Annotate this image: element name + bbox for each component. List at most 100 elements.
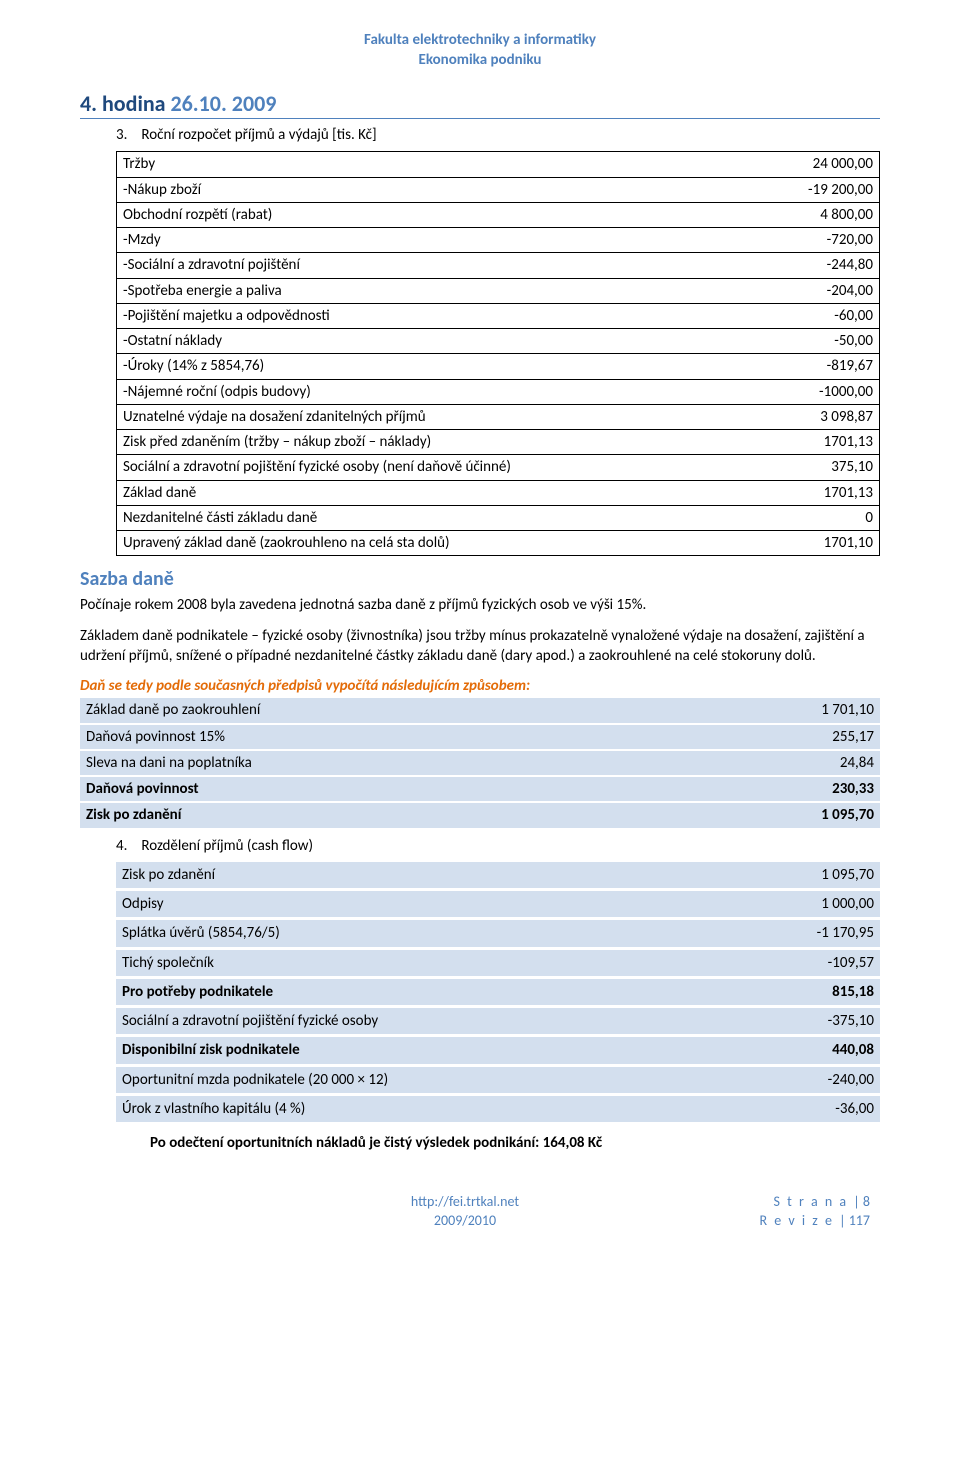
title-date: 26.10. 2009: [170, 90, 276, 117]
table-row: -Nájemné roční (odpis budovy)-1000,00: [117, 379, 880, 404]
table-row: Splátka úvěrů (5854,76/5)-1 170,95: [116, 919, 880, 948]
row-label: Úrok z vlastního kapitálu (4 %): [116, 1094, 740, 1123]
row-value: -50,00: [740, 329, 880, 354]
row-label: -Ostatní náklady: [117, 329, 740, 354]
row-label: Zisk po zdanění: [80, 802, 740, 828]
table-row: Úrok z vlastního kapitálu (4 %)-36,00: [116, 1094, 880, 1123]
table-row: -Mzdy-720,00: [117, 228, 880, 253]
table-row: Zisk před zdaněním (tržby – nákup zboží …: [117, 430, 880, 455]
table-row: Daňová povinnost 15%255,17: [80, 724, 880, 750]
row-label: Uznatelné výdaje na dosažení zdanitelnýc…: [117, 404, 740, 429]
row-label: -Úroky (14% z 5854,76): [117, 354, 740, 379]
row-label: Sociální a zdravotní pojištění fyzické o…: [116, 1007, 740, 1036]
table-row: -Spotřeba energie a paliva-204,00: [117, 278, 880, 303]
row-value: -244,80: [740, 253, 880, 278]
row-label: -Nákup zboží: [117, 177, 740, 202]
row-value: 1 000,00: [740, 890, 880, 919]
result-line: Po odečtení oportunitních nákladů je čis…: [80, 1133, 880, 1153]
section-4-label: Rozdělení příjmů (cash flow): [141, 837, 313, 855]
table-row: Oportunitní mzda podnikatele (20 000 × 1…: [116, 1065, 880, 1094]
row-value: -1000,00: [740, 379, 880, 404]
table-row: Nezdanitelné části základu daně0: [117, 505, 880, 530]
section-3-heading: 3. Roční rozpočet příjmů a výdajů [tis. …: [80, 125, 880, 145]
row-value: -720,00: [740, 228, 880, 253]
row-value: -375,10: [740, 1007, 880, 1036]
row-value: -19 200,00: [740, 177, 880, 202]
row-label: Sociální a zdravotní pojištění fyzické o…: [117, 455, 740, 480]
header-line-2: Ekonomika podniku: [80, 50, 880, 70]
footer-year: 2009/2010: [240, 1212, 690, 1231]
tax-rate-p2: Základem daně podnikatele – fyzické osob…: [80, 626, 880, 667]
footer-page-num: | 8: [853, 1193, 870, 1210]
tax-rate-heading: Sazba daně: [80, 566, 880, 593]
row-label: Pro potřeby podnikatele: [116, 977, 740, 1006]
table-row: Daňová povinnost230,33: [80, 776, 880, 802]
page-footer: . http://fei.trtkal.net 2009/2010 S t r …: [80, 1193, 880, 1231]
row-value: -36,00: [740, 1094, 880, 1123]
header-line-1: Fakulta elektrotechniky a informatiky: [80, 30, 880, 50]
row-value: 1 095,70: [740, 802, 880, 828]
table-row: Základ daně1701,13: [117, 480, 880, 505]
row-value: -60,00: [740, 303, 880, 328]
row-label: Obchodní rozpětí (rabat): [117, 202, 740, 227]
table-row: Tichý společník-109,57: [116, 948, 880, 977]
table-row: Sleva na dani na poplatníka24,84: [80, 750, 880, 776]
row-value: 1701,10: [740, 531, 880, 556]
row-label: -Mzdy: [117, 228, 740, 253]
row-label: Nezdanitelné části základu daně: [117, 505, 740, 530]
table-row: Zisk po zdanění1 095,70: [80, 802, 880, 828]
section-4-heading: 4. Rozdělení příjmů (cash flow): [80, 836, 880, 856]
table-row: -Nákup zboží-19 200,00: [117, 177, 880, 202]
row-label: -Pojištění majetku a odpovědnosti: [117, 303, 740, 328]
row-value: 230,33: [740, 776, 880, 802]
row-value: 3 098,87: [740, 404, 880, 429]
row-value: 0: [740, 505, 880, 530]
section-3-label: Roční rozpočet příjmů a výdajů [tis. Kč]: [141, 126, 376, 144]
table-row: Zisk po zdanění1 095,70: [116, 862, 880, 890]
row-value: 1701,13: [740, 430, 880, 455]
row-label: -Nájemné roční (odpis budovy): [117, 379, 740, 404]
section-4-num: 4.: [116, 836, 138, 856]
title-prefix: 4. hodina: [80, 90, 170, 117]
section-3-num: 3.: [116, 125, 138, 145]
table-row: -Ostatní náklady-50,00: [117, 329, 880, 354]
row-label: Upravený základ daně (zaokrouhleno na ce…: [117, 531, 740, 556]
table-row: -Úroky (14% z 5854,76)-819,67: [117, 354, 880, 379]
budget-table: Tržby24 000,00-Nákup zboží-19 200,00Obch…: [116, 151, 880, 556]
page-title: 4. hodina 26.10. 2009: [80, 89, 880, 120]
table-row: Odpisy1 000,00: [116, 890, 880, 919]
table-row: Tržby24 000,00: [117, 152, 880, 177]
row-label: Zisk po zdanění: [116, 862, 740, 890]
table-row: Sociální a zdravotní pojištění fyzické o…: [117, 455, 880, 480]
row-label: Zisk před zdaněním (tržby – nákup zboží …: [117, 430, 740, 455]
row-value: 255,17: [740, 724, 880, 750]
row-value: -109,57: [740, 948, 880, 977]
row-label: Odpisy: [116, 890, 740, 919]
row-value: 440,08: [740, 1036, 880, 1065]
row-value: -819,67: [740, 354, 880, 379]
row-value: 1 701,10: [740, 698, 880, 723]
table-row: Obchodní rozpětí (rabat)4 800,00: [117, 202, 880, 227]
row-label: Oportunitní mzda podnikatele (20 000 × 1…: [116, 1065, 740, 1094]
tax-rate-p1: Počínaje rokem 2008 byla zavedena jednot…: [80, 595, 880, 615]
table-row: -Pojištění majetku a odpovědnosti-60,00: [117, 303, 880, 328]
table-row: Základ daně po zaokrouhlení1 701,10: [80, 698, 880, 723]
table-row: Disponibilní zisk podnikatele440,08: [116, 1036, 880, 1065]
row-label: -Spotřeba energie a paliva: [117, 278, 740, 303]
row-value: 4 800,00: [740, 202, 880, 227]
table-row: -Sociální a zdravotní pojištění-244,80: [117, 253, 880, 278]
tax-calc-table: Základ daně po zaokrouhlení1 701,10Daňov…: [80, 698, 880, 829]
cashflow-table: Zisk po zdanění1 095,70Odpisy1 000,00Spl…: [116, 862, 880, 1125]
footer-rev-label: R e v i z e: [759, 1212, 833, 1229]
table-row: Sociální a zdravotní pojištění fyzické o…: [116, 1007, 880, 1036]
footer-rev-num: | 117: [839, 1212, 870, 1229]
footer-url: http://fei.trtkal.net: [240, 1193, 690, 1212]
row-value: 1 095,70: [740, 862, 880, 890]
row-value: -240,00: [740, 1065, 880, 1094]
table-row: Upravený základ daně (zaokrouhleno na ce…: [117, 531, 880, 556]
row-label: Tržby: [117, 152, 740, 177]
row-value: 24 000,00: [740, 152, 880, 177]
table-row: Uznatelné výdaje na dosažení zdanitelnýc…: [117, 404, 880, 429]
page-header: Fakulta elektrotechniky a informatiky Ek…: [80, 30, 880, 71]
row-label: Základ daně po zaokrouhlení: [80, 698, 740, 723]
